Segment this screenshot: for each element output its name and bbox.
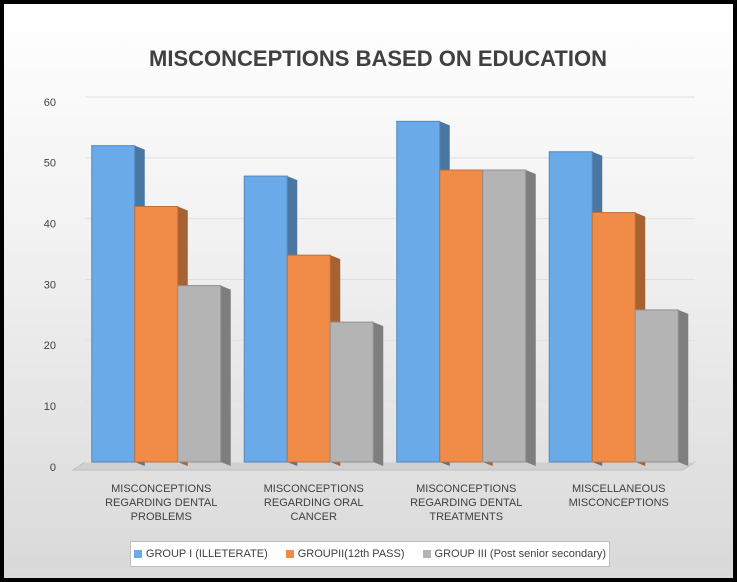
bar-side	[373, 322, 384, 466]
bar-side	[220, 285, 231, 466]
legend-swatch	[422, 550, 431, 559]
x-tick-label: MISCELLANEOUS MISCONCEPTIONS	[568, 483, 669, 509]
bar-side	[678, 309, 689, 466]
bar	[634, 309, 689, 466]
y-tick-label: 40	[44, 219, 56, 231]
y-tick-label: 50	[44, 158, 56, 170]
bar-side	[525, 170, 536, 466]
legend-item: GROUP I (ILLETERATE)	[133, 548, 268, 560]
bar-front	[548, 151, 593, 463]
legend-item: GROUPII(12th PASS)	[285, 548, 405, 560]
bar-front	[286, 254, 331, 463]
bar	[286, 254, 341, 466]
bar	[329, 321, 384, 466]
legend-label: GROUPII(12th PASS)	[297, 548, 405, 560]
legend-swatch	[285, 550, 294, 559]
bar	[482, 169, 536, 466]
y-tick-label: 10	[44, 401, 56, 413]
x-tick-label: MISCONCEPTIONS REGARDING DENTAL TREATMEN…	[410, 483, 523, 523]
bar-front	[396, 120, 441, 463]
bar	[177, 285, 231, 466]
legend-item: GROUP III (Post senior secondary)	[422, 548, 607, 560]
bar-front	[91, 145, 136, 463]
bar-front	[177, 285, 222, 463]
bar-front	[439, 169, 484, 463]
x-tick-label: MISCONCEPTIONS REGARDING DENTAL PROBLEMS	[105, 483, 218, 523]
legend-label: GROUP I (ILLETERATE)	[145, 548, 268, 560]
bar-front	[329, 321, 374, 463]
legend-label: GROUP III (Post senior secondary)	[434, 548, 607, 560]
bar-front	[134, 206, 179, 463]
x-tick-label: MISCONCEPTIONS REGARDING ORAL CANCER	[263, 483, 364, 523]
chart-title: MISCONCEPTIONS BASED ON EDUCATION	[149, 46, 607, 71]
y-tick-label: 60	[44, 97, 56, 109]
y-tick-label: 30	[44, 279, 56, 291]
y-tick-label: 20	[44, 340, 56, 352]
bar-front	[634, 309, 679, 463]
legend: GROUP I (ILLETERATE) GROUPII(12th PASS) GR…	[130, 541, 610, 567]
legend-swatch	[133, 550, 142, 559]
y-tick-label: 0	[50, 462, 56, 474]
bar-front	[482, 169, 527, 463]
bar-front	[243, 175, 288, 463]
bar-front	[591, 212, 636, 463]
